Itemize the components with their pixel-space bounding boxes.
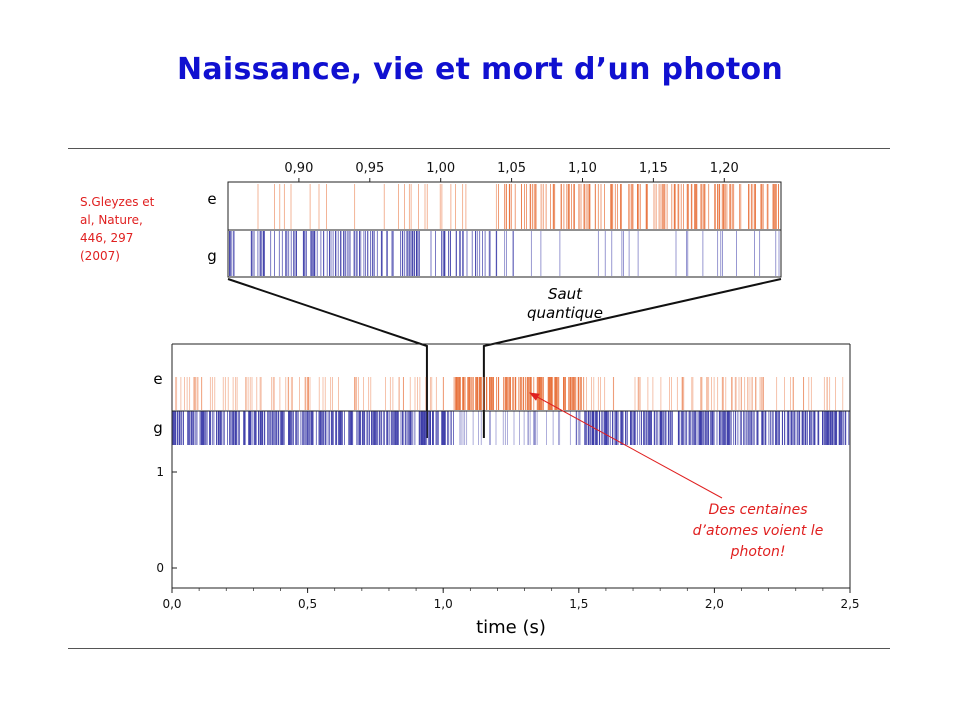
bottom-divider	[68, 648, 890, 649]
annotation-arrow	[529, 392, 723, 499]
inset-g-label: g	[207, 247, 217, 265]
top-divider	[68, 148, 890, 149]
annotation-line: d’atomes voient le	[692, 523, 824, 539]
inset-x-tick-label: 1,05	[497, 161, 526, 176]
inset-x-tick-label: 1,00	[426, 161, 455, 176]
annotation-text: Des centaines d’atomes voient le photon!	[668, 500, 848, 563]
main-event-marks	[172, 377, 850, 445]
main-y-tick-label: 1	[156, 465, 164, 479]
main-x-tick-label: 2,5	[840, 597, 859, 611]
quantum-jump-label: Saut quantique	[505, 285, 625, 323]
main-g-label: g	[153, 419, 163, 437]
main-e-label: e	[153, 370, 162, 388]
inset-event-marks	[229, 184, 780, 276]
main-x-axis-label: time (s)	[476, 617, 546, 638]
inset-x-tick-label: 0,90	[284, 161, 313, 176]
annotation-line: Des centaines	[708, 502, 808, 518]
reference-line: al, Nature,	[80, 213, 143, 227]
main-x-tick-label: 1,5	[569, 597, 588, 611]
inset-e-label: e	[207, 190, 216, 208]
reference-line: S.Gleyzes et	[80, 195, 155, 209]
inset-x-tick-label: 1,10	[568, 161, 597, 176]
main-y-ticks: 10	[156, 465, 177, 575]
reference-line: 446, 297	[80, 231, 134, 245]
main-x-tick-label: 2,0	[705, 597, 724, 611]
main-x-tick-label: 1,0	[434, 597, 453, 611]
inset-chart: 0,90 0,95 1,00 1,05 1,10 1,15 1,20 e g	[207, 161, 782, 278]
quantum-jump-line: quantique	[526, 304, 604, 322]
inset-x-tick-label: 1,15	[639, 161, 668, 176]
reference-line: (2007)	[80, 249, 120, 263]
annotation-line: photon!	[730, 544, 786, 560]
main-y-tick-label: 0	[156, 561, 164, 575]
main-x-ticks: 0,0 0,5 1,0 1,5 2,0 2,5	[162, 588, 860, 611]
main-chart: 0,0 0,5 1,0 1,5 2,0 2,5 10 e g time (s)	[153, 343, 860, 638]
slide-title: Naissance, vie et mort d’un photon	[176, 52, 784, 87]
inset-x-tick-label: 0,95	[355, 161, 384, 176]
inset-x-tick-label: 1,20	[710, 161, 739, 176]
main-x-tick-label: 0,5	[298, 597, 317, 611]
quantum-jump-line: Saut	[547, 285, 583, 303]
zoom-connector-left	[227, 278, 428, 438]
inset-x-axis: 0,90 0,95 1,00 1,05 1,10 1,15 1,20	[284, 161, 739, 182]
reference-citation: S.Gleyzes et al, Nature, 446, 297 (2007)	[80, 193, 190, 265]
main-x-tick-label: 0,0	[162, 597, 181, 611]
